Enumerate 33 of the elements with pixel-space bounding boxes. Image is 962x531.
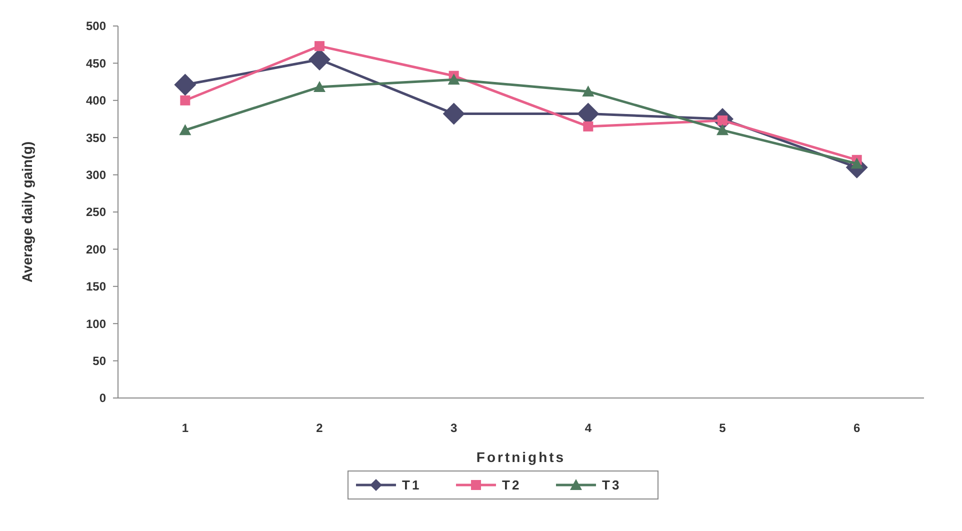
y-tick-label: 300 bbox=[86, 168, 106, 182]
y-tick-label: 400 bbox=[86, 94, 106, 108]
x-tick-label: 5 bbox=[719, 421, 726, 435]
point bbox=[716, 124, 728, 136]
point bbox=[442, 102, 465, 125]
x-tick-label: 4 bbox=[584, 421, 592, 435]
y-tick-label: 500 bbox=[86, 19, 106, 34]
point bbox=[314, 81, 326, 92]
x-tick-label: 1 bbox=[182, 421, 189, 435]
x-tick-label: 2 bbox=[316, 421, 324, 435]
y-tick-label: 450 bbox=[86, 56, 106, 70]
point bbox=[582, 85, 594, 96]
point bbox=[314, 41, 324, 52]
x-tick-label: 6 bbox=[853, 421, 860, 435]
y-axis-title: Average daily gain(g) bbox=[19, 141, 35, 283]
point bbox=[448, 74, 460, 85]
point bbox=[583, 121, 594, 132]
y-tick-label: 50 bbox=[92, 354, 106, 368]
point bbox=[179, 124, 192, 136]
point bbox=[174, 74, 196, 96]
legend-label: T1 bbox=[402, 478, 422, 493]
point bbox=[850, 158, 863, 169]
y-tick-label: 100 bbox=[86, 316, 106, 331]
y-tick-label: 150 bbox=[86, 280, 106, 294]
y-tick-label: 250 bbox=[86, 205, 106, 220]
x-tick-label: 3 bbox=[450, 421, 458, 435]
y-tick-label: 350 bbox=[86, 130, 106, 145]
point bbox=[180, 95, 190, 106]
y-tick-label: 200 bbox=[86, 242, 106, 256]
legend-label: T3 bbox=[602, 478, 622, 493]
legend-label: T2 bbox=[502, 478, 522, 493]
x-axis-title: Fortnights bbox=[476, 449, 566, 465]
y-tick-label: 0 bbox=[99, 391, 106, 406]
